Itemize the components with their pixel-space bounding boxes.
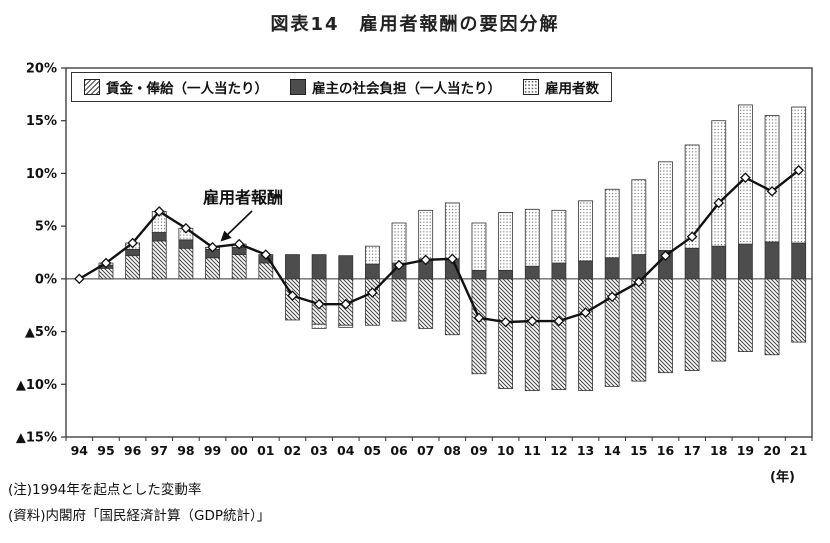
svg-text:08: 08 [444, 443, 461, 458]
legend-label-employees: 雇用者数 [545, 81, 599, 97]
svg-text:21: 21 [790, 443, 807, 458]
annotation-arrow [220, 210, 253, 242]
svg-text:▲10%: ▲10% [16, 378, 57, 393]
svg-text:5%: 5% [35, 220, 57, 235]
footnote-source: (資料)内閣府「国民経済計算（GDP統計）」 [8, 508, 271, 524]
svg-text:07: 07 [417, 443, 434, 458]
svg-text:95: 95 [97, 443, 114, 458]
svg-text:04: 04 [337, 443, 355, 458]
svg-text:94: 94 [71, 443, 89, 458]
svg-text:14: 14 [603, 443, 621, 458]
legend-label-social: 雇主の社会負担（一人当たり） [312, 81, 501, 97]
svg-text:20: 20 [763, 443, 781, 458]
y-axis: 20% 15% 10% 5% 0% ▲5% ▲10% ▲15% [16, 62, 66, 446]
svg-text:20%: 20% [26, 62, 57, 77]
svg-text:16: 16 [657, 443, 675, 458]
svg-text:15: 15 [630, 443, 647, 458]
svg-text:99: 99 [204, 443, 221, 458]
solid-pattern-swatch [290, 79, 306, 95]
svg-text:06: 06 [390, 443, 408, 458]
svg-text:▲15%: ▲15% [16, 431, 57, 446]
svg-text:▲5%: ▲5% [25, 325, 57, 340]
svg-text:00: 00 [230, 443, 248, 458]
chart-legend: 賃金・俸給（一人当たり） 雇主の社会負担（一人当たり） 雇用者数 [71, 72, 612, 102]
plot-frame [65, 67, 813, 438]
chart-title: 図表14 雇用者報酬の要因分解 [270, 14, 560, 35]
svg-text:01: 01 [257, 443, 274, 458]
bars-layer [98, 104, 807, 392]
compensation-line [74, 164, 804, 328]
dots-pattern-swatch [523, 79, 539, 95]
line-annotation-label: 雇用者報酬 [203, 188, 284, 207]
svg-text:17: 17 [683, 443, 700, 458]
hatch-pattern-swatch [84, 79, 100, 95]
x-axis: 94 95 96 97 98 99 00 01 02 03 04 05 06 07 08 09 10 11 12 13… [65, 437, 813, 458]
svg-text:96: 96 [124, 443, 142, 458]
svg-text:97: 97 [151, 443, 168, 458]
svg-text:19: 19 [737, 443, 754, 458]
svg-text:05: 05 [364, 443, 381, 458]
svg-text:10: 10 [497, 443, 515, 458]
x-axis-unit-label: (年) [770, 470, 795, 485]
svg-text:18: 18 [710, 443, 727, 458]
svg-text:12: 12 [550, 443, 567, 458]
svg-text:03: 03 [310, 443, 327, 458]
legend-item-social: 雇主の社会負担（一人当たり） [290, 77, 501, 97]
legend-label-wages: 賃金・俸給（一人当たり） [106, 81, 268, 97]
svg-text:98: 98 [177, 443, 194, 458]
svg-text:02: 02 [284, 443, 301, 458]
svg-text:15%: 15% [26, 114, 57, 129]
legend-item-wages: 賃金・俸給（一人当たり） [84, 77, 268, 97]
footnotes: (注)1994年を起点とした変動率 (資料)内閣府「国民経済計算（GDP統計）」 [8, 477, 270, 529]
svg-text:10%: 10% [26, 167, 57, 182]
legend-item-employees: 雇用者数 [523, 77, 599, 97]
svg-text:09: 09 [470, 443, 487, 458]
footnote-base-year: (注)1994年を起点とした変動率 [8, 482, 202, 498]
svg-text:13: 13 [577, 443, 594, 458]
svg-text:0%: 0% [35, 272, 57, 287]
svg-text:11: 11 [524, 443, 541, 458]
